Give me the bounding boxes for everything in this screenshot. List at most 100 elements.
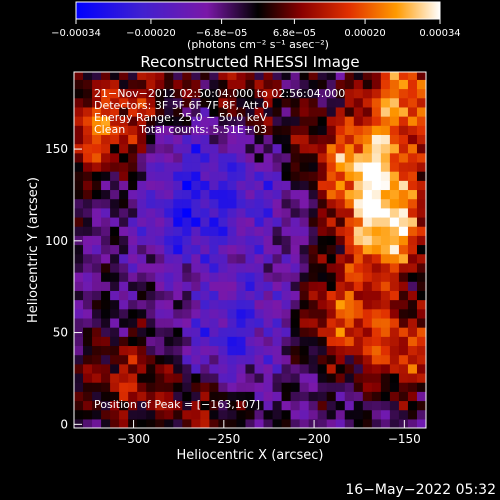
heatmap-cell (335, 79, 346, 90)
heatmap-cell (308, 336, 319, 347)
heatmap-cell (380, 125, 391, 135)
heatmap-cell (254, 161, 265, 172)
heatmap-cell (308, 290, 319, 301)
heatmap-cell (92, 189, 102, 200)
heatmap-cell (101, 235, 111, 246)
heatmap-cell (371, 134, 382, 145)
heatmap-cell (191, 354, 201, 365)
heatmap-cell (200, 308, 210, 319)
heatmap-cell (326, 226, 337, 236)
heatmap-cell (245, 79, 256, 90)
heatmap-cell (128, 290, 138, 301)
heatmap-cell (236, 262, 247, 273)
heatmap-cell (227, 327, 238, 337)
heatmap-cell (74, 226, 84, 236)
heatmap-cell (182, 327, 192, 337)
heatmap-cell (326, 152, 337, 163)
heatmap-cell (209, 106, 220, 117)
heatmap-cell (371, 143, 382, 154)
heatmap-cell (389, 152, 400, 163)
heatmap-cell (101, 97, 111, 108)
heatmap-cell (335, 134, 346, 145)
heatmap-cell (245, 152, 256, 163)
heatmap-cell (164, 226, 174, 236)
heatmap-cell (281, 418, 292, 428)
heatmap-cell (200, 372, 210, 383)
heatmap-cell (245, 299, 256, 310)
heatmap-cell (299, 372, 310, 383)
heatmap-cell (227, 391, 238, 402)
heatmap-cell (371, 400, 382, 411)
heatmap-cell (281, 363, 292, 374)
heatmap-cell (380, 134, 391, 145)
heatmap-cell (389, 216, 400, 227)
heatmap-cell (290, 409, 301, 420)
heatmap-cell (245, 382, 256, 392)
heatmap-cell (299, 106, 310, 117)
x-tick-label: −250 (207, 432, 240, 446)
heatmap-cell (353, 272, 364, 282)
heatmap-cell (326, 262, 337, 273)
heatmap-cell (119, 299, 129, 310)
heatmap-cell (101, 216, 111, 227)
heatmap-cell (353, 97, 364, 108)
heatmap-cell (227, 382, 238, 392)
heatmap-cell (74, 134, 84, 145)
heatmap-cell (137, 391, 147, 402)
heatmap-cell (254, 106, 265, 117)
heatmap-cell (128, 125, 138, 135)
heatmap-cell (326, 180, 337, 191)
heatmap-cell (92, 262, 102, 273)
heatmap-cell (164, 161, 174, 172)
heatmap-cell (137, 207, 147, 218)
y-tick-label: 100 (45, 234, 68, 248)
heatmap-cell (110, 143, 120, 154)
heatmap-cell (335, 317, 346, 328)
heatmap-cell (236, 171, 247, 181)
heatmap-cell (326, 354, 337, 365)
heatmap-cell (83, 290, 93, 301)
heatmap-cell (209, 317, 220, 328)
heatmap-cell (380, 235, 391, 246)
heatmap-cell (128, 391, 138, 402)
heatmap-cell (74, 345, 84, 356)
heatmap-cell (317, 143, 328, 154)
heatmap-cell (371, 382, 382, 392)
heatmap-cell (281, 79, 292, 90)
heatmap-cell (254, 418, 265, 428)
heatmap-cell (74, 79, 84, 90)
heatmap-cell (398, 354, 409, 365)
heatmap-cell (101, 354, 111, 365)
footer-timestamp: 16−May−2022 05:32 (345, 482, 496, 498)
heatmap-cell (173, 372, 183, 383)
heatmap-cell (119, 244, 129, 255)
heatmap-cell (83, 72, 93, 80)
heatmap-cell (263, 106, 274, 117)
heatmap-cell (155, 161, 165, 172)
heatmap-cell (398, 409, 409, 420)
heatmap-cell (353, 299, 364, 310)
heatmap-cell (389, 143, 400, 154)
heatmap-cell (380, 272, 391, 282)
heatmap-cell (362, 272, 373, 282)
heatmap-cell (236, 152, 247, 163)
heatmap-cell (371, 88, 382, 99)
heatmap-cell (173, 363, 183, 374)
heatmap-cell (263, 409, 274, 420)
heatmap-cell (308, 207, 319, 218)
heatmap-cell (209, 281, 220, 291)
heatmap-cell (362, 72, 373, 80)
y-axis-label: Heliocentric Y (arcsec) (26, 177, 41, 323)
heatmap-cell (74, 180, 84, 191)
heatmap-cell (191, 125, 201, 135)
heatmap-cell (272, 161, 283, 172)
heatmap-cell (362, 143, 373, 154)
heatmap-cell (110, 354, 120, 365)
heatmap-cell (191, 198, 201, 209)
heatmap-cell (362, 79, 373, 90)
heatmap-cell (389, 262, 400, 273)
heatmap-cell (200, 189, 210, 200)
heatmap-cell (281, 372, 292, 383)
heatmap-cell (227, 226, 238, 236)
heatmap-cell (191, 88, 201, 99)
